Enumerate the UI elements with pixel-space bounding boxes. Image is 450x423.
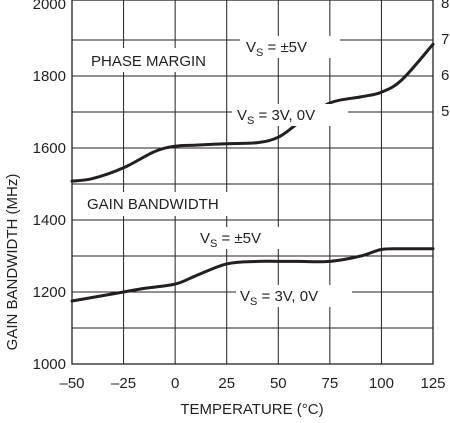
pm-3v-label: VS = 3V, 0V [237,107,315,127]
x-tick-label: 0 [171,375,179,392]
x-tick-labels: –50 –25 0 25 50 75 100 125 [59,375,445,392]
y-axis-label: GAIN BANDWIDTH (MHz) [4,174,21,351]
right-tick-labels: 8 7 6 5 [441,0,449,120]
right-tick-label: 6 [441,67,449,84]
pm-3v-label-bg [232,104,348,126]
y-tick-label: 1400 [33,212,66,229]
right-tick-label: 7 [441,31,449,48]
x-tick-label: 50 [270,375,287,392]
y-tick-label: 1600 [33,140,66,157]
x-tick-label: –50 [59,375,84,392]
gbw-5v-label-bg [196,227,296,249]
gbw-5v-label: VS = ±5V [200,230,261,250]
gain-bandwidth-label-bg [84,192,232,216]
y-tick-label: 1000 [33,356,66,373]
y-tick-label: 2000 [33,0,66,13]
x-tick-label: 125 [420,375,445,392]
x-axis-label: TEMPERATURE (°C) [180,401,323,418]
y-tick-label: 1800 [33,68,66,85]
chart-curves [70,42,435,303]
gbw-3v-label-bg [236,285,352,307]
pm-5v-label-bg [240,36,340,58]
series-line-gbw-3v [70,247,435,303]
right-tick-label: 8 [441,0,449,12]
x-tick-label: 100 [369,375,394,392]
plot-frame [71,0,434,365]
y-tick-label: 1200 [33,284,66,301]
right-tick-label: 5 [441,103,449,120]
y-tick-labels: 1000 1200 1400 1600 1800 2000 [33,0,66,373]
x-tick-label: –25 [111,375,136,392]
gain-bandwidth-label: GAIN BANDWIDTH [87,196,219,213]
phase-margin-label-bg [88,48,218,72]
pm-5v-label: VS = ±5V [246,39,307,59]
series-line-gbw-5v [70,42,435,183]
gbw-3v-label: VS = 3V, 0V [240,288,318,308]
x-tick-label: 25 [218,375,235,392]
phase-margin-label: PHASE MARGIN [91,53,206,70]
x-tick-label: 75 [322,375,339,392]
